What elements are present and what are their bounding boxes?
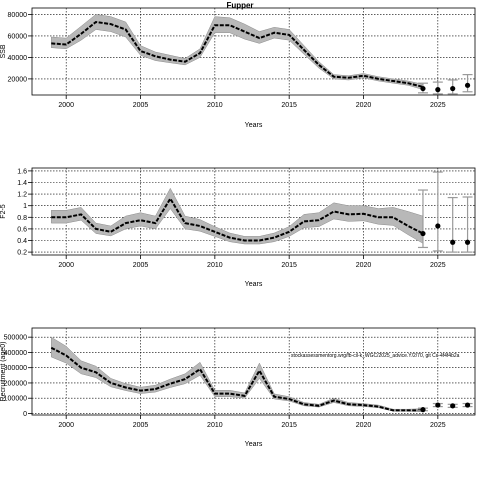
y-tick-label: 1.6 [17, 168, 27, 175]
chart-ssb: 2000 2005 2010 2015 2020 2025 20000 40000 60000 8… [0, 7, 476, 129]
y-tick-label: 0.4 [17, 238, 27, 245]
forecast-point [435, 402, 441, 408]
confidence-band [51, 336, 424, 412]
x-tick-label: 2025 [430, 102, 446, 109]
forecast-point [450, 85, 456, 92]
x-tick-label: 2025 [430, 422, 446, 429]
page-title: Fupper [226, 1, 253, 10]
y-tick-label: 60000 [8, 33, 28, 40]
y-axis-label: SSB [0, 44, 7, 58]
x-tick-label: 2010 [207, 422, 223, 429]
plot-frame [31, 7, 476, 96]
x-tick-label: 2015 [281, 262, 297, 269]
x-tick-label: 2015 [281, 422, 297, 429]
y-tick-label: 0.8 [17, 215, 27, 222]
x-tick-label: 2000 [58, 102, 74, 109]
estimate-line [50, 346, 423, 412]
x-tick-label: 2005 [133, 102, 149, 109]
x-tick-label: 2000 [58, 262, 74, 269]
confidence-band [51, 187, 424, 245]
confidence-band [51, 14, 424, 90]
y-tick-label: 80000 [8, 12, 28, 19]
y-tick-label: 200000 [4, 380, 27, 387]
plot-frame [31, 327, 476, 416]
x-axis-label: Years [245, 122, 263, 129]
forecast-point [464, 239, 471, 245]
x-axis-label: Years [245, 441, 263, 448]
y-tick-label: 20000 [8, 76, 28, 83]
forecast-point [435, 223, 441, 229]
y-tick-label: 400000 [4, 350, 27, 357]
forecast-point [450, 239, 456, 245]
forecast-point [435, 87, 441, 93]
y-tick-label: 100000 [4, 396, 27, 403]
chart-rec: 2000 2005 2010 2015 2020 2025 0 100000 200000 300… [0, 327, 476, 448]
y-tick-label: 1.4 [17, 180, 27, 187]
chart-f: 2000 2005 2010 2015 2020 2025 0.2 0.4 0.6 0.8 1 1.2… [0, 167, 476, 288]
y-axis-label: Recruitment (age0) [0, 342, 7, 402]
x-tick-label: 2020 [356, 102, 372, 109]
forecast-point [464, 402, 471, 408]
x-tick-label: 2010 [207, 262, 223, 269]
x-tick-label: 2015 [281, 102, 297, 109]
y-axis-label: F2-5 [0, 204, 7, 219]
forecast-point [420, 407, 426, 413]
y-tick-label: 0.6 [17, 226, 27, 233]
x-tick-label: 2005 [133, 422, 149, 429]
y-tick-label: 1 [23, 203, 27, 210]
y-tick-label: 0.2 [17, 250, 27, 257]
y-tick-label: 1.2 [17, 192, 27, 199]
x-tick-label: 2025 [430, 262, 446, 269]
plot-frame [31, 167, 476, 256]
y-tick-label: 40000 [8, 55, 28, 62]
x-tick-label: 2020 [356, 262, 372, 269]
x-axis-label: Years [245, 281, 263, 288]
x-tick-label: 2020 [356, 422, 372, 429]
x-tick-label: 2000 [58, 422, 74, 429]
x-tick-label: 2010 [207, 102, 223, 109]
x-tick-label: 2005 [133, 262, 149, 269]
forecast-point [420, 230, 426, 237]
forecast-point [450, 403, 456, 409]
y-tick-label: 0 [23, 411, 27, 418]
estimate-line [51, 196, 424, 242]
forecast-point [420, 85, 426, 92]
estimate-line [51, 20, 424, 88]
y-tick-label: 300000 [4, 365, 27, 372]
forecast-point [464, 82, 471, 88]
provenance-annotation: stockassessmentorg.wrg/fb-cil-k_WGC/2025… [291, 353, 460, 359]
y-tick-label: 500000 [4, 335, 27, 342]
